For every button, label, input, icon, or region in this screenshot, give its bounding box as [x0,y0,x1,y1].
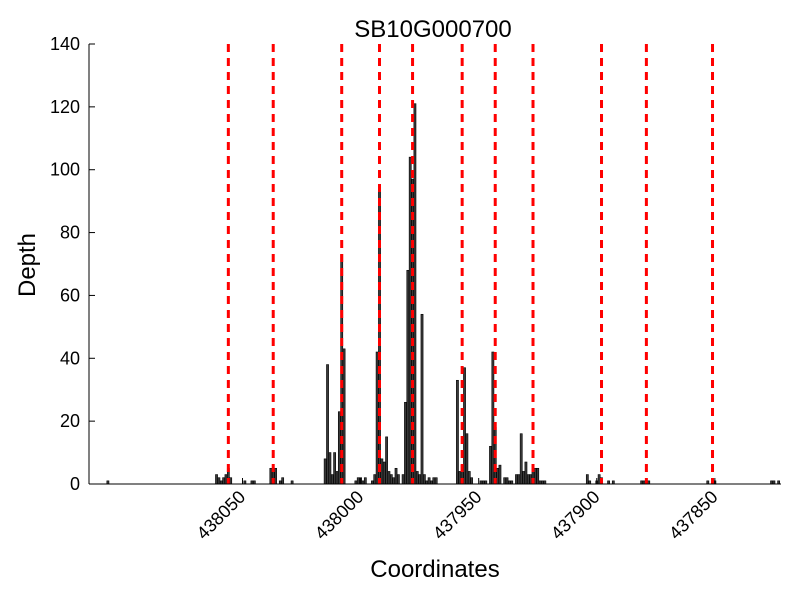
depth-bar [373,474,377,485]
y-tick-label: 100 [50,160,80,180]
markers-layer [226,44,715,484]
depth-bar [363,477,367,485]
depth-bar [415,471,419,485]
y-axis-title: Depth [14,233,41,297]
depth-bar [389,474,393,485]
depth-bar [597,474,601,485]
depth-bar [387,471,391,485]
depth-bar [401,474,405,485]
depth-bar [524,461,528,485]
y-tick-label: 0 [70,474,80,494]
x-ticks: 438050 438000 437950 437900 437850 [193,478,722,543]
depth-bar [380,458,384,485]
depth-bar [375,351,379,485]
depth-bar [463,367,466,485]
bars-layer [106,103,781,485]
depth-bar [489,445,492,485]
depth-bar [333,452,336,485]
plot-area [106,44,781,485]
y-tick-label: 140 [50,34,80,54]
depth-bar [522,471,525,485]
depth-bar [222,477,225,485]
depth-bar [330,474,334,485]
depth-bar [392,477,396,485]
depth-bar [281,477,285,485]
depth-bar [404,401,407,485]
depth-bar [458,471,462,485]
x-tick-label: 437900 [547,487,604,544]
depth-bar [420,313,424,485]
depth-bar [505,477,509,485]
depth-bar [274,467,277,485]
depth-bar [328,452,332,485]
depth-bar [529,474,533,485]
depth-bar [434,477,438,485]
x-tick-label: 437950 [429,487,486,544]
depth-bar [217,477,221,485]
depth-bar [517,474,521,485]
depth-bar [382,461,386,485]
depth-bar [326,364,329,485]
y-tick-label: 80 [60,223,80,243]
depth-bar [526,474,530,485]
depth-bar [503,477,507,485]
depth-bar [418,474,422,485]
depth-bar [536,467,540,485]
depth-bar [397,474,400,485]
depth-bar [427,477,431,485]
depth-bar [519,433,523,485]
depth-bar [423,474,426,485]
x-axis-title: Coordinates [370,556,499,583]
depth-bar [229,477,233,485]
depth-bar [406,269,410,485]
depth-bar [269,467,273,485]
depth-bar [585,474,589,485]
x-tick-label: 438000 [311,487,368,544]
depth-bar [342,348,346,485]
depth-bar [491,351,495,485]
depth-bar [467,471,471,485]
depth-bar [496,467,499,485]
depth-bar [534,467,537,485]
depth-bar [408,156,412,485]
depth-bar [224,474,228,485]
depth-bar [323,458,327,485]
y-ticks: 0 20 40 60 80 100 120 140 [50,34,95,494]
depth-bar [515,474,518,485]
x-tick-label: 438050 [193,487,250,544]
chart-title: SB10G000700 [354,16,511,43]
y-tick-label: 40 [60,348,80,368]
depth-bar [465,433,469,485]
depth-bar [413,103,417,485]
depth-bar [432,477,436,485]
depth-bar [356,477,360,485]
y-tick-label: 60 [60,285,80,305]
x-tick-label: 437850 [665,487,722,544]
depth-bar [498,464,502,485]
y-tick-label: 120 [50,97,80,117]
depth-bar [394,467,398,485]
depth-bar [335,471,339,485]
depth-bar [215,474,218,485]
y-tick-label: 20 [60,411,80,431]
depth-bar [470,477,473,485]
depth-bar [385,436,388,485]
depth-bar [337,411,341,485]
depth-bar [456,379,459,485]
